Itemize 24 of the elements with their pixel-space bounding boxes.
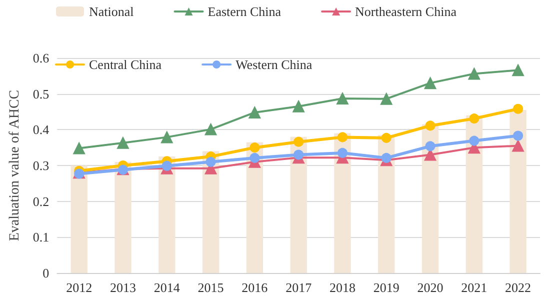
y-tick-label: 0.1 [32, 230, 50, 245]
x-tick-label: 2018 [329, 280, 356, 295]
legend-label: Western China [236, 57, 312, 72]
y-tick-label: 0.4 [32, 122, 50, 138]
legend-label: Eastern China [208, 4, 282, 19]
legend-label: Central China [89, 57, 162, 72]
x-tick-label: 2021 [461, 280, 488, 295]
y-tick-label: 0.2 [32, 194, 50, 209]
x-tick-label: 2017 [286, 280, 312, 295]
y-axis-title: Evaluation value of AHCC [8, 90, 22, 242]
x-tick-label: 2013 [110, 280, 136, 295]
x-tick-label: 2014 [154, 280, 180, 295]
x-tick-label: 2015 [198, 280, 224, 295]
legend-label: Northeastern China [355, 4, 457, 19]
y-tick-label: 0 [42, 266, 50, 280]
y-tick-label: 0.3 [32, 158, 50, 173]
x-tick-label: 2012 [66, 280, 92, 295]
x-tick-label: 2016 [242, 280, 268, 295]
y-tick-label: 0.5 [32, 86, 50, 102]
legend-label: National [89, 4, 134, 19]
x-tick-label: 2019 [373, 280, 400, 295]
x-tick-label: 2020 [417, 280, 444, 295]
x-tick-label: 2022 [505, 280, 532, 295]
y-tick-label: 0.6 [32, 50, 50, 66]
